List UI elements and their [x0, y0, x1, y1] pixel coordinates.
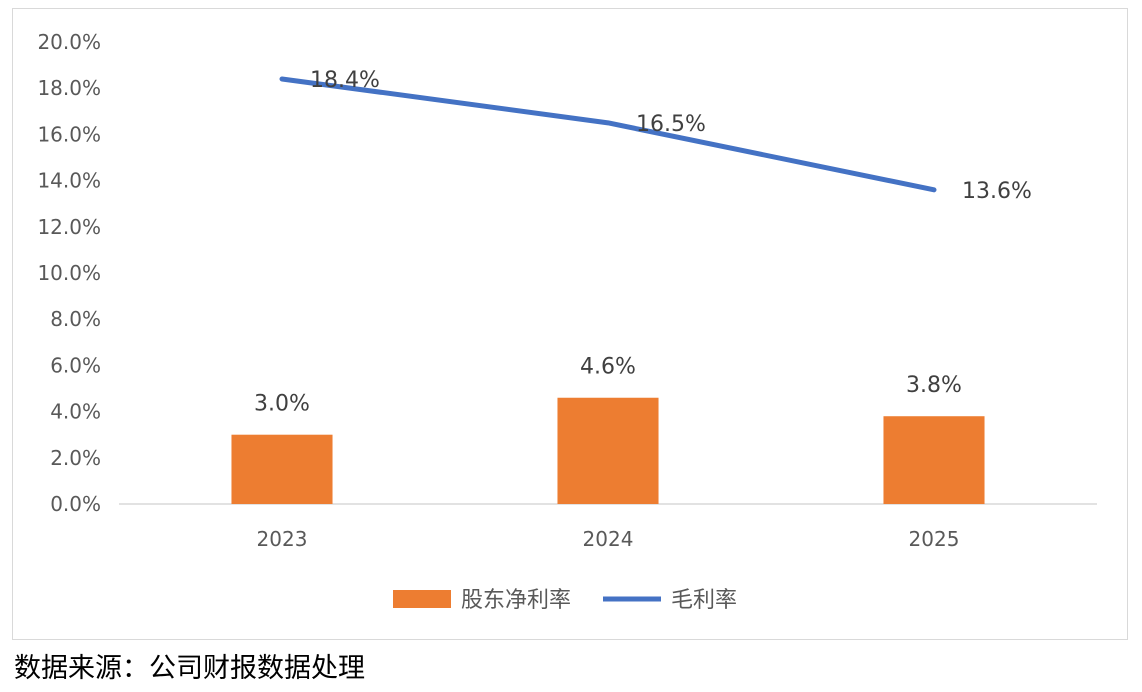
y-tick-label: 18.0% — [37, 76, 101, 100]
legend: 股东净利率 毛利率 — [393, 588, 737, 613]
x-tick-label: 2023 — [257, 527, 308, 551]
y-tick-label: 20.0% — [37, 30, 101, 54]
line-series — [279, 76, 937, 193]
chart-frame: 0.0% 2.0% 4.0% 6.0% 8.0% 10.0% 12.0% 14.0% 16.0%… — [12, 8, 1128, 640]
bar-data-labels: 3.0% 4.6% 3.8% — [254, 355, 962, 417]
source-note: 数据来源：公司财报数据处理 — [14, 653, 365, 684]
legend-label-line: 毛利率 — [671, 588, 737, 613]
bar-series — [231, 397, 985, 504]
legend-label-bar: 股东净利率 — [461, 588, 571, 613]
y-tick-label: 0.0% — [50, 492, 101, 516]
y-tick-label: 10.0% — [37, 261, 101, 285]
bar-data-label: 3.8% — [906, 373, 962, 398]
y-tick-label: 16.0% — [37, 122, 101, 146]
bar — [557, 397, 659, 504]
y-axis-ticks: 0.0% 2.0% 4.0% 6.0% 8.0% 10.0% 12.0% 14.0% 16.0%… — [37, 30, 101, 516]
y-tick-label: 8.0% — [50, 307, 101, 331]
x-tick-label: 2025 — [909, 527, 960, 551]
bar — [231, 434, 333, 504]
line-path — [279, 76, 937, 193]
y-tick-label: 6.0% — [50, 353, 101, 377]
y-tick-label: 4.0% — [50, 400, 101, 424]
bar — [883, 416, 985, 504]
bar-data-label: 4.6% — [580, 355, 636, 380]
legend-swatch-bar — [393, 590, 451, 608]
x-axis-ticks: 2023 2024 2025 — [257, 527, 960, 551]
line-data-labels: 18.4% 16.5% 13.6% — [310, 68, 1032, 204]
x-tick-label: 2024 — [583, 527, 634, 551]
line-data-label: 18.4% — [310, 68, 380, 93]
line-data-label: 16.5% — [636, 112, 706, 137]
y-tick-label: 2.0% — [50, 446, 101, 470]
line-data-label: 13.6% — [962, 179, 1032, 204]
bar-data-label: 3.0% — [254, 392, 310, 417]
y-tick-label: 12.0% — [37, 215, 101, 239]
y-tick-label: 14.0% — [37, 169, 101, 193]
combo-chart: 0.0% 2.0% 4.0% 6.0% 8.0% 10.0% 12.0% 14.0% 16.0%… — [37, 30, 1097, 613]
